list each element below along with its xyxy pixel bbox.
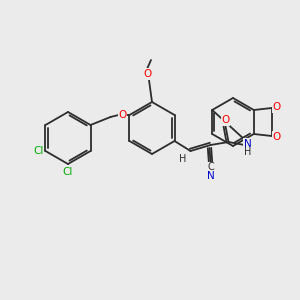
Text: O: O: [118, 110, 127, 120]
Text: O: O: [221, 115, 230, 125]
Text: C: C: [207, 162, 214, 172]
Text: Cl: Cl: [33, 146, 44, 156]
Text: N: N: [207, 171, 214, 181]
Text: H: H: [179, 154, 186, 164]
Text: O: O: [273, 132, 281, 142]
Text: N: N: [244, 139, 251, 149]
Text: O: O: [143, 69, 151, 79]
Text: Cl: Cl: [63, 167, 73, 177]
Text: O: O: [273, 102, 281, 112]
Text: H: H: [244, 147, 251, 157]
